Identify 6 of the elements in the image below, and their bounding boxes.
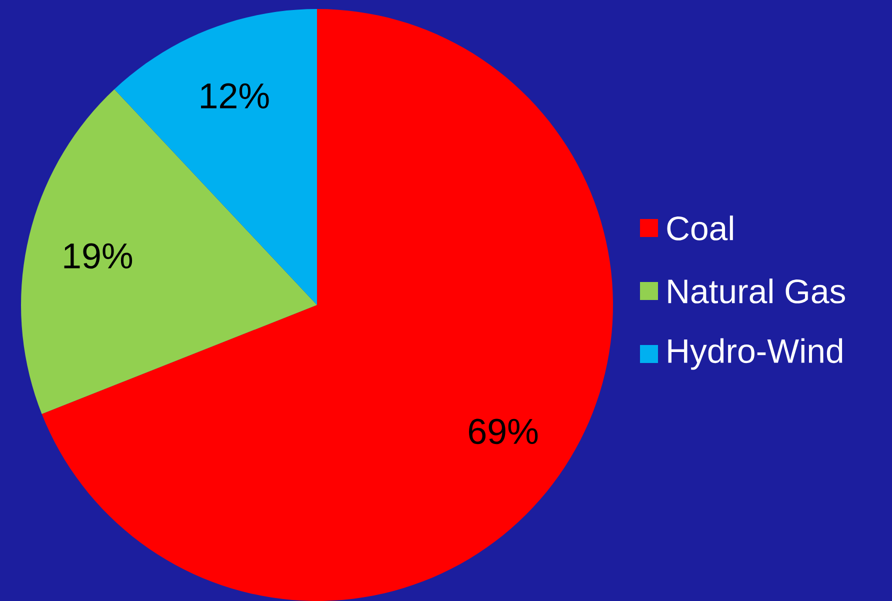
data-label: 19% [64, 243, 132, 269]
legend-label: Hydro-Wind [668, 338, 842, 370]
data-label: 69% [468, 418, 538, 444]
legend-label: Natural Gas [668, 278, 845, 304]
legend-label: Coal [667, 216, 733, 240]
data-label: 12% [201, 83, 269, 108]
